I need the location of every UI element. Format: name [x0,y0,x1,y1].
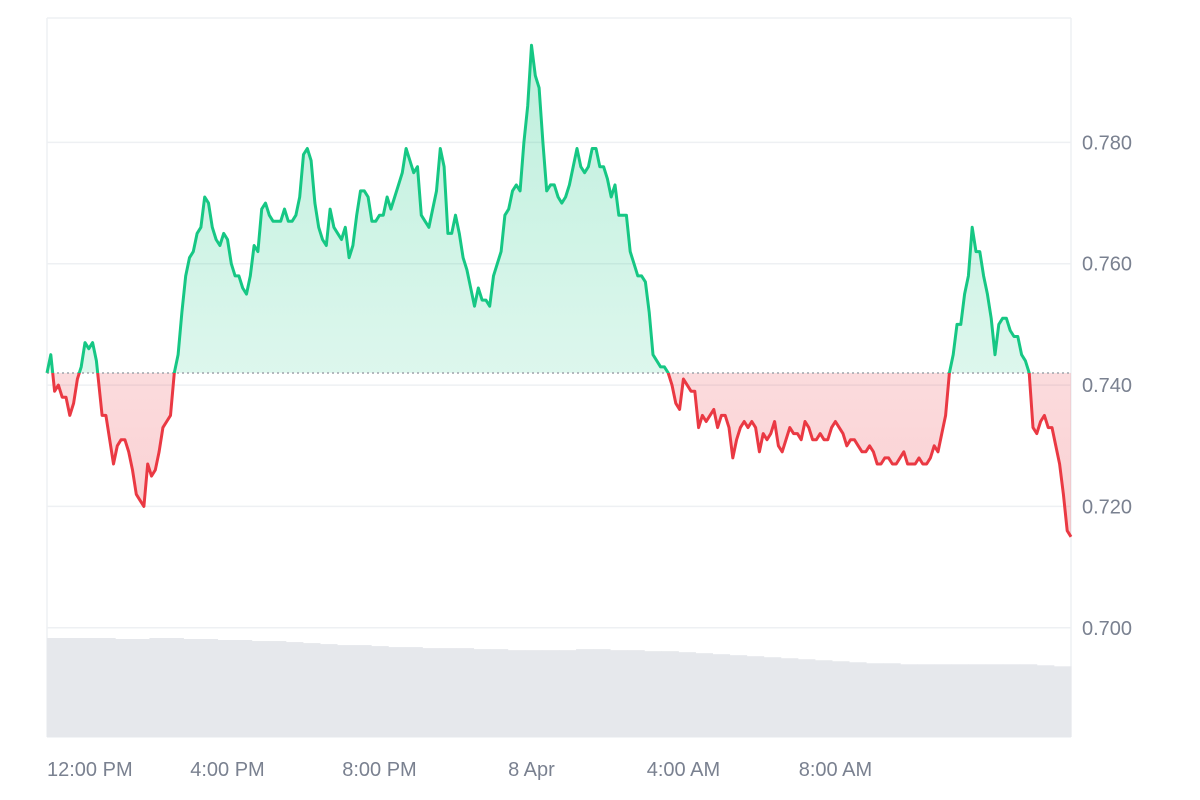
x-tick-label: 12:00 PM [47,759,133,781]
volume-bar [183,639,201,737]
volume-bar [456,648,475,737]
x-tick-label: 8 Apr [508,759,555,781]
area-below-baseline [52,372,1071,537]
volume-bar [763,657,782,737]
volume-bar [371,646,389,737]
volume-bar [422,648,440,737]
price-line [45,43,1073,538]
volume-bar [593,649,611,737]
volume-bar [234,640,253,737]
y-tick-label: 0.700 [1082,618,1132,640]
volume-bar [883,663,901,737]
price-line-down [47,372,1073,538]
volume-bar [64,638,82,737]
volume-bar [200,639,219,737]
volume-bar [303,643,321,737]
volume-bar [610,650,628,737]
volume-bar [576,649,594,737]
volume-bar [934,664,952,737]
volume-bar [627,650,645,737]
area-above-baseline [47,45,1071,373]
volume-bar [900,664,918,737]
volume-bar [337,645,355,737]
volume-bar [917,664,935,737]
volume-bar [797,659,816,737]
volume-bar [217,640,236,737]
x-tick-label: 8:00 PM [342,759,416,781]
volume-bar [712,654,731,737]
volume-bar [439,648,457,737]
volume-bar [285,642,304,737]
x-tick-label: 4:00 AM [647,759,720,781]
volume-bar [388,647,406,737]
volume-bar [507,650,526,737]
volume-bar [1036,665,1055,737]
volume-bars [47,638,1072,737]
volume-bar [678,652,696,737]
volume-bar [661,651,679,737]
volume-bar [695,653,713,737]
volume-bar [985,664,1004,737]
x-tick-label: 8:00 AM [799,759,872,781]
price-area [47,45,1071,537]
volume-bar [354,645,372,737]
volume-bar [1053,666,1072,737]
volume-bar [951,664,969,737]
volume-bar [524,650,543,737]
y-tick-label: 0.740 [1082,375,1132,397]
volume-bar [81,638,99,737]
volume-bar [849,662,867,737]
volume-bar [98,638,116,737]
volume-bar [866,663,884,737]
volume-bar [1019,664,1038,737]
volume-bar [268,641,287,737]
volume-bar [490,649,509,737]
y-axis-ticks: 0.700 0.720 0.740 0.760 0.780 [1082,132,1132,639]
price-line-up [45,43,1031,373]
volume-bar [746,656,765,737]
volume-bar [115,639,133,737]
y-tick-label: 0.720 [1082,496,1132,518]
volume-bar [968,664,987,737]
y-tick-label: 0.760 [1082,254,1132,276]
x-tick-label: 4:00 PM [190,759,264,781]
volume-bar [559,650,577,737]
volume-bar [832,661,850,737]
volume-bar [166,638,184,737]
volume-bar [149,638,167,737]
volume-bar [320,644,338,737]
volume-bar [132,639,150,737]
y-tick-label: 0.780 [1082,132,1132,154]
volume-bar [251,641,270,737]
volume-bar [780,658,799,737]
volume-bar [815,660,833,737]
volume-bar [47,638,65,737]
volume-bar [1002,664,1021,737]
volume-bar [473,649,492,737]
volume-bar [729,655,748,737]
x-axis-ticks: 12:00 PM 4:00 PM 8:00 PM 8 Apr 4:00 AM 8:00 A… [47,759,872,781]
volume-bar [405,647,423,737]
volume-bar [541,650,560,737]
volume-bar [644,651,662,737]
